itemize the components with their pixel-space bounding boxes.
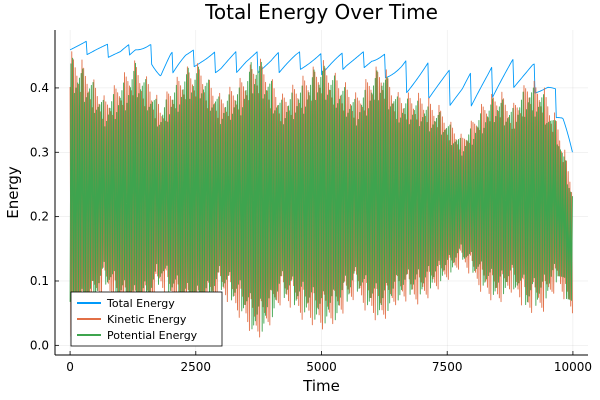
legend-label: Kinetic Energy <box>107 313 187 326</box>
x-tick-label: 2500 <box>181 360 212 374</box>
y-tick-label: 0.0 <box>30 338 49 352</box>
x-tick-label: 10000 <box>554 360 592 374</box>
x-tick-label: 5000 <box>306 360 337 374</box>
y-tick-label: 0.1 <box>30 274 49 288</box>
axes: 0 2500 5000 7500 10000 0.0 0.1 0.2 0.3 0.4 <box>30 30 592 374</box>
series-line-total-energy <box>69 40 573 153</box>
y-tick-label: 0.3 <box>30 145 49 159</box>
series-line-potential-energy <box>69 57 573 332</box>
legend-label: Potential Energy <box>107 329 198 342</box>
x-axis-label: Time <box>302 377 340 395</box>
x-tick-label: 0 <box>66 360 74 374</box>
legend-label: Total Energy <box>106 297 175 310</box>
plot-area <box>69 40 573 338</box>
y-axis-label: Energy <box>4 166 22 219</box>
legend: Total Energy Kinetic Energy Potential Ener… <box>70 291 223 347</box>
y-tick-label: 0.4 <box>30 81 49 95</box>
y-tick-label: 0.2 <box>30 210 49 224</box>
chart-title: Total Energy Over Time <box>204 0 438 24</box>
x-tick-label: 7500 <box>432 360 463 374</box>
